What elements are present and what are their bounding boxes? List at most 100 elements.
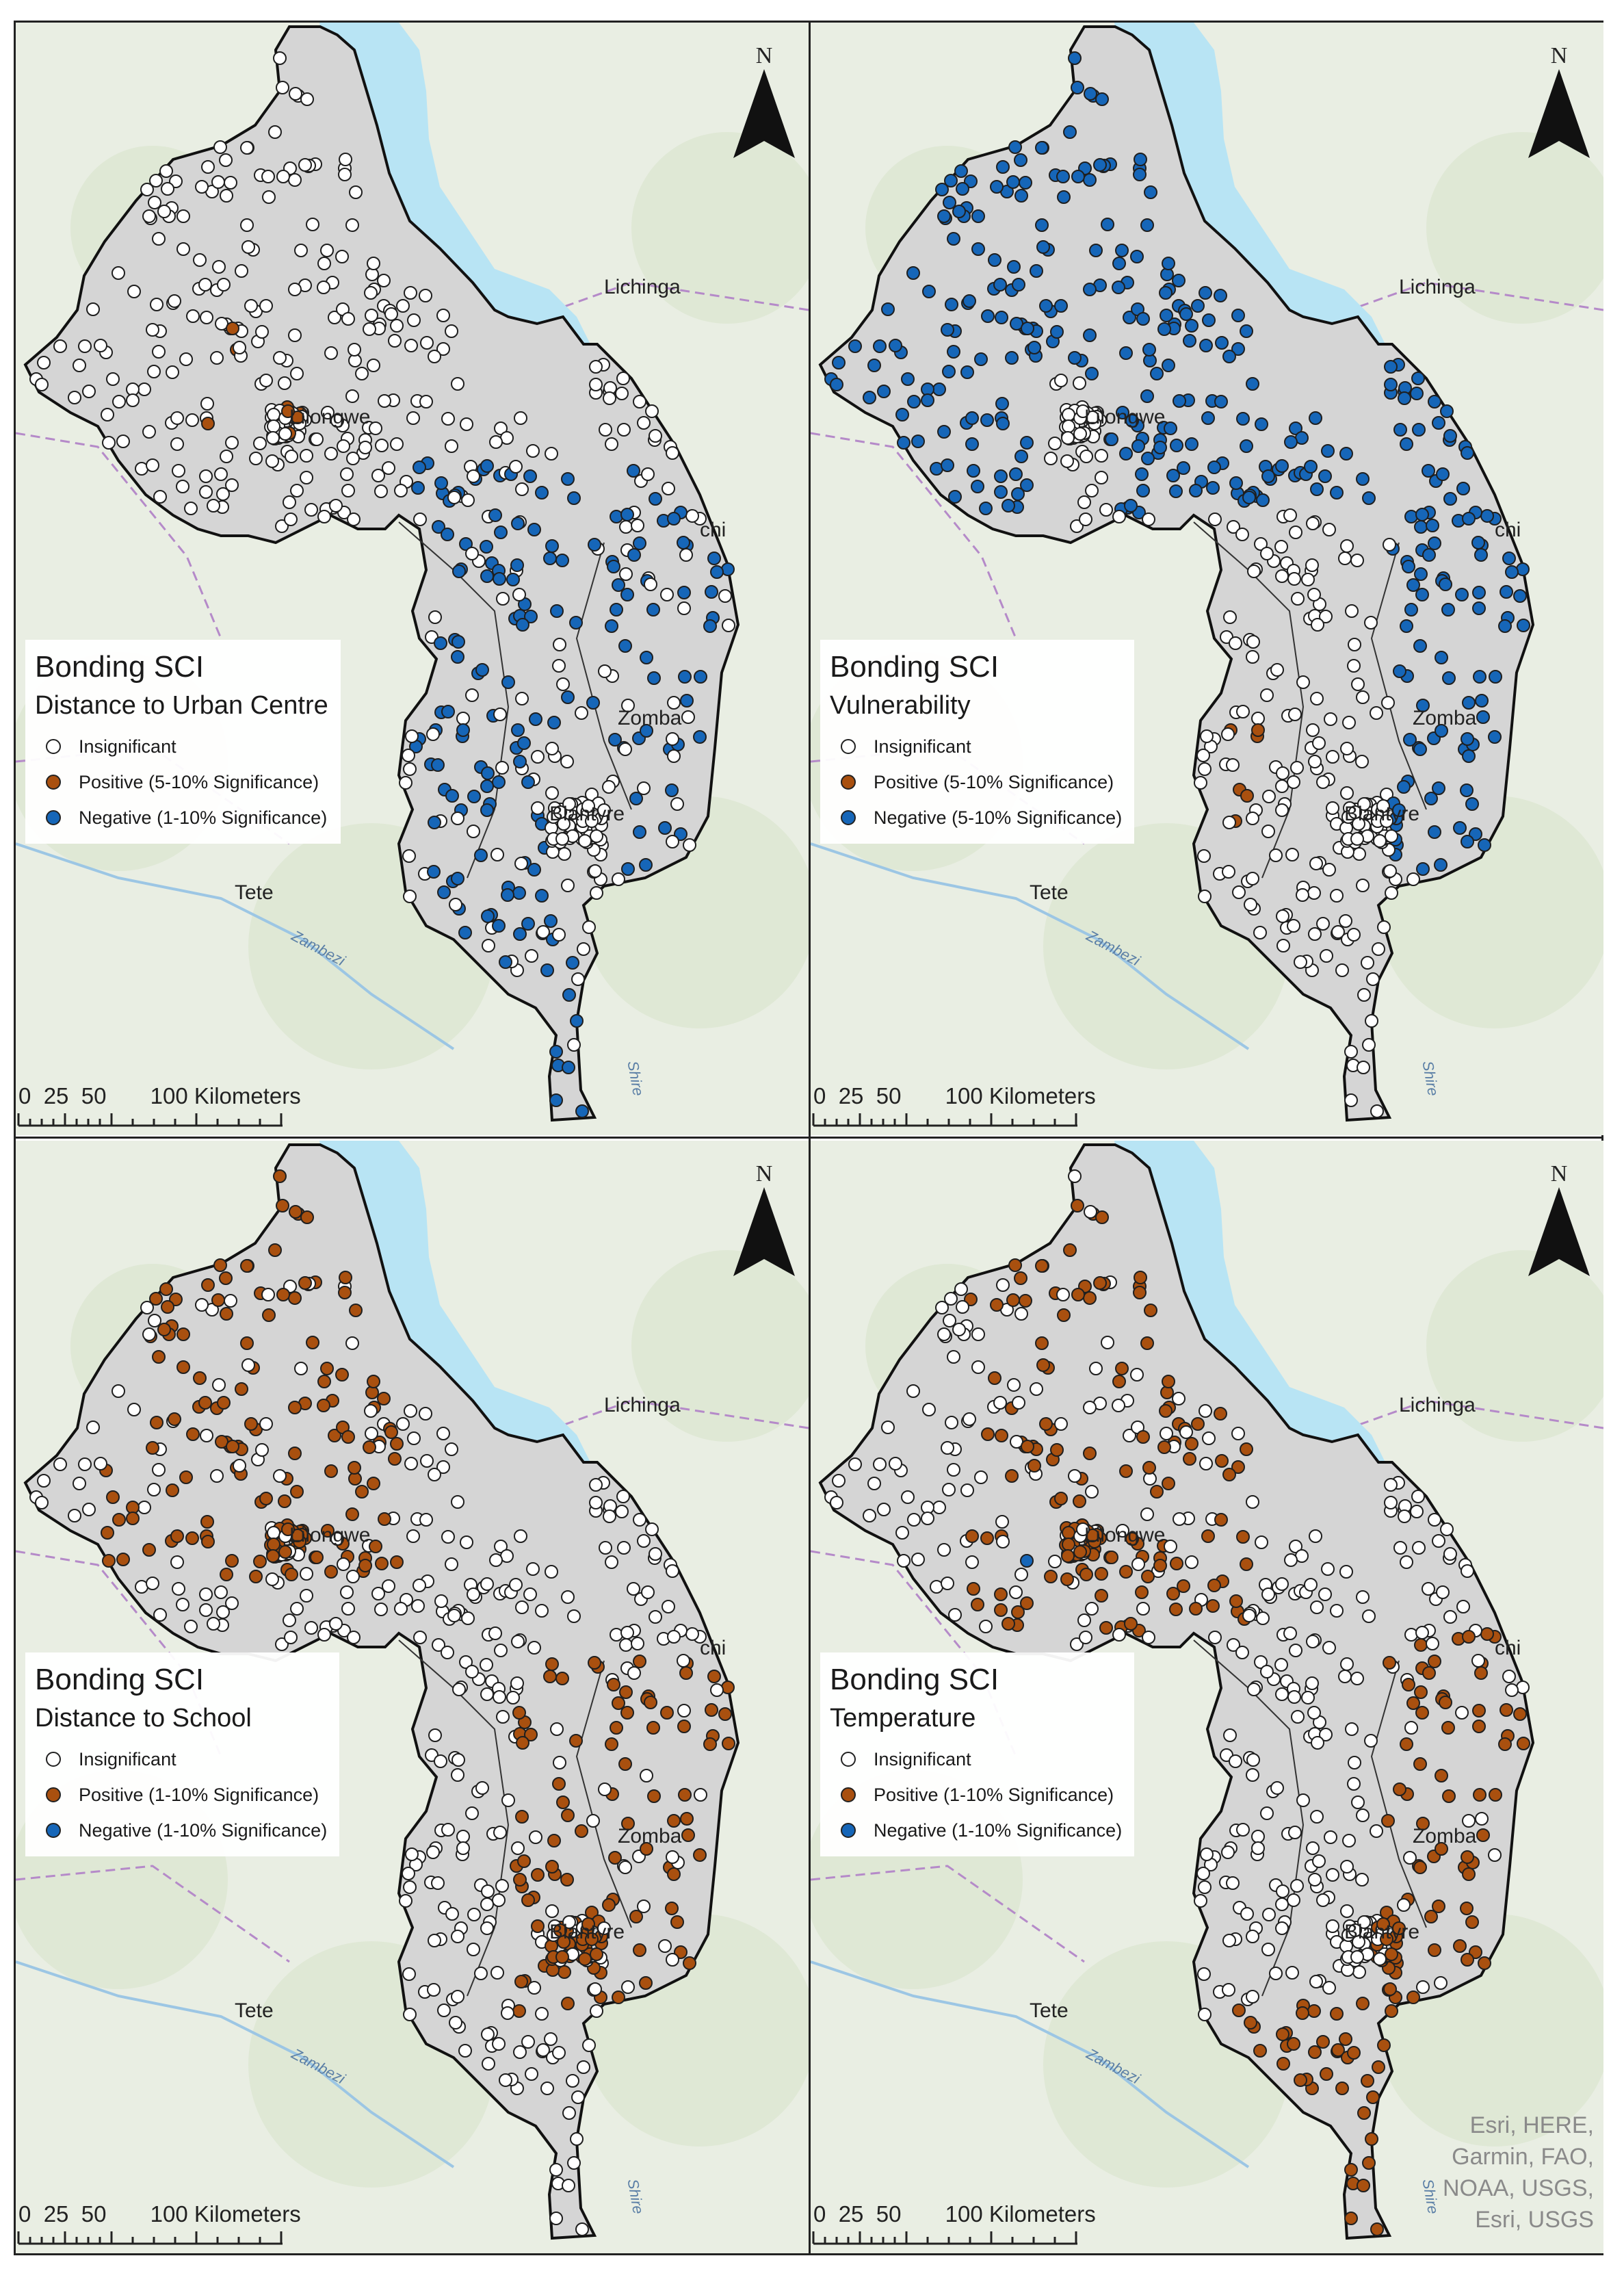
survey-point-insignificant <box>216 1605 230 1619</box>
survey-point-insignificant <box>621 699 635 712</box>
survey-point-insignificant <box>396 1417 410 1431</box>
survey-point-insignificant <box>514 857 528 870</box>
survey-point-insignificant <box>649 1610 662 1624</box>
survey-point-positive <box>1406 1696 1420 1710</box>
survey-point-negative <box>947 345 960 359</box>
survey-point-positive <box>278 1545 292 1559</box>
scale-bar: 0 25 50 100 Kilometers <box>16 2201 301 2253</box>
survey-point-insignificant <box>1131 1557 1145 1571</box>
region-boundary <box>1370 542 1427 810</box>
survey-point-negative <box>948 490 962 504</box>
survey-point-positive <box>1489 1788 1502 1802</box>
survey-point-insignificant <box>328 311 341 324</box>
survey-point-insignificant <box>451 1990 464 2004</box>
survey-point-negative <box>1083 283 1097 296</box>
survey-point-negative <box>1412 423 1426 437</box>
survey-point-insignificant <box>225 436 239 450</box>
survey-point-negative <box>1443 492 1457 506</box>
map-panel-2: Lichinga Lilongwe Zomba Blantyre Tete chi Zamb… <box>811 23 1603 1135</box>
survey-point-insignificant <box>1200 1847 1214 1861</box>
survey-point-positive <box>220 1568 233 1581</box>
survey-point-insignificant <box>1172 1392 1186 1405</box>
survey-point-insignificant <box>1345 604 1359 618</box>
survey-point-insignificant <box>456 712 470 725</box>
region-boundary <box>1193 1639 1305 1997</box>
survey-point-negative <box>1416 699 1430 712</box>
survey-point-insignificant <box>527 1981 541 1995</box>
survey-point-insignificant <box>494 1540 508 1553</box>
survey-point-insignificant <box>255 1443 269 1457</box>
survey-point-insignificant <box>273 351 287 365</box>
survey-point-positive <box>1159 1404 1173 1418</box>
admin-boundary <box>811 432 1017 639</box>
survey-point-negative <box>1435 724 1448 738</box>
survey-point-positive <box>620 1706 634 1720</box>
survey-point-insignificant <box>142 209 156 223</box>
survey-point-insignificant <box>597 1921 611 1935</box>
survey-point-negative <box>1441 603 1455 617</box>
survey-point-insignificant <box>364 1404 378 1418</box>
survey-point-positive <box>281 1522 295 1536</box>
survey-point-insignificant <box>152 232 166 246</box>
survey-point-insignificant <box>941 1441 954 1455</box>
survey-point-insignificant <box>1227 1638 1240 1652</box>
survey-point-insignificant <box>1471 1654 1485 1668</box>
survey-point-insignificant <box>995 1515 1009 1529</box>
survey-point-negative <box>901 372 915 386</box>
survey-point-positive <box>1413 1757 1427 1771</box>
survey-point-negative <box>1397 780 1411 794</box>
survey-point-positive <box>310 1551 324 1564</box>
survey-point-negative <box>499 955 512 969</box>
survey-point-positive <box>1424 1910 1438 1923</box>
legend-swatch-positive <box>841 775 856 790</box>
survey-point-insignificant <box>432 1638 445 1652</box>
survey-point-insignificant <box>685 1627 699 1641</box>
survey-point-positive <box>981 1427 995 1441</box>
survey-point-positive <box>1063 1243 1077 1257</box>
survey-point-insignificant <box>349 185 363 199</box>
survey-point-insignificant <box>598 1782 612 1796</box>
survey-point-positive <box>1062 1538 1075 1551</box>
survey-point-insignificant <box>1456 1600 1470 1613</box>
survey-point-insignificant <box>942 1483 956 1496</box>
survey-point-insignificant <box>304 503 318 517</box>
survey-point-positive <box>553 1923 567 1937</box>
survey-point-negative <box>1164 422 1177 435</box>
survey-point-positive <box>602 1898 616 1912</box>
survey-point-negative <box>1142 343 1156 356</box>
survey-point-insignificant <box>431 1876 445 1890</box>
survey-point-insignificant <box>1316 1893 1330 1907</box>
survey-point-insignificant <box>610 1628 623 1642</box>
survey-point-insignificant <box>198 278 212 291</box>
survey-point-positive <box>1377 2038 1391 2052</box>
survey-point-insignificant <box>1344 1093 1358 1107</box>
survey-point-positive <box>388 1452 402 1466</box>
survey-point-negative <box>1057 190 1071 204</box>
survey-point-negative <box>1014 450 1028 463</box>
survey-point-negative <box>1472 586 1486 599</box>
survey-point-positive <box>116 1553 130 1566</box>
survey-point-insignificant <box>53 1457 67 1471</box>
survey-point-positive <box>1413 1860 1427 1874</box>
survey-point-positive <box>1183 1452 1196 1466</box>
survey-point-insignificant <box>428 350 441 363</box>
survey-point-positive <box>1240 789 1254 803</box>
survey-point-negative <box>639 858 653 872</box>
survey-point-insignificant <box>176 480 189 493</box>
survey-point-insignificant <box>1345 1722 1359 1736</box>
survey-point-insignificant <box>1426 1637 1439 1650</box>
survey-point-negative <box>1480 509 1494 523</box>
survey-point-insignificant <box>304 1621 318 1635</box>
survey-point-insignificant <box>1406 872 1420 886</box>
survey-point-insignificant <box>1076 1522 1090 1536</box>
zambezi-river <box>811 1960 1250 2168</box>
survey-point-insignificant <box>1306 517 1320 530</box>
survey-point-negative <box>1068 51 1082 65</box>
survey-point-insignificant <box>365 309 378 322</box>
survey-point-positive <box>1253 2044 1267 2058</box>
survey-point-positive <box>1335 2082 1349 2095</box>
survey-point-insignificant <box>832 1474 846 1488</box>
survey-point-insignificant <box>1232 885 1246 899</box>
survey-point-positive <box>1294 2073 1307 2087</box>
survey-point-insignificant <box>330 1532 344 1546</box>
